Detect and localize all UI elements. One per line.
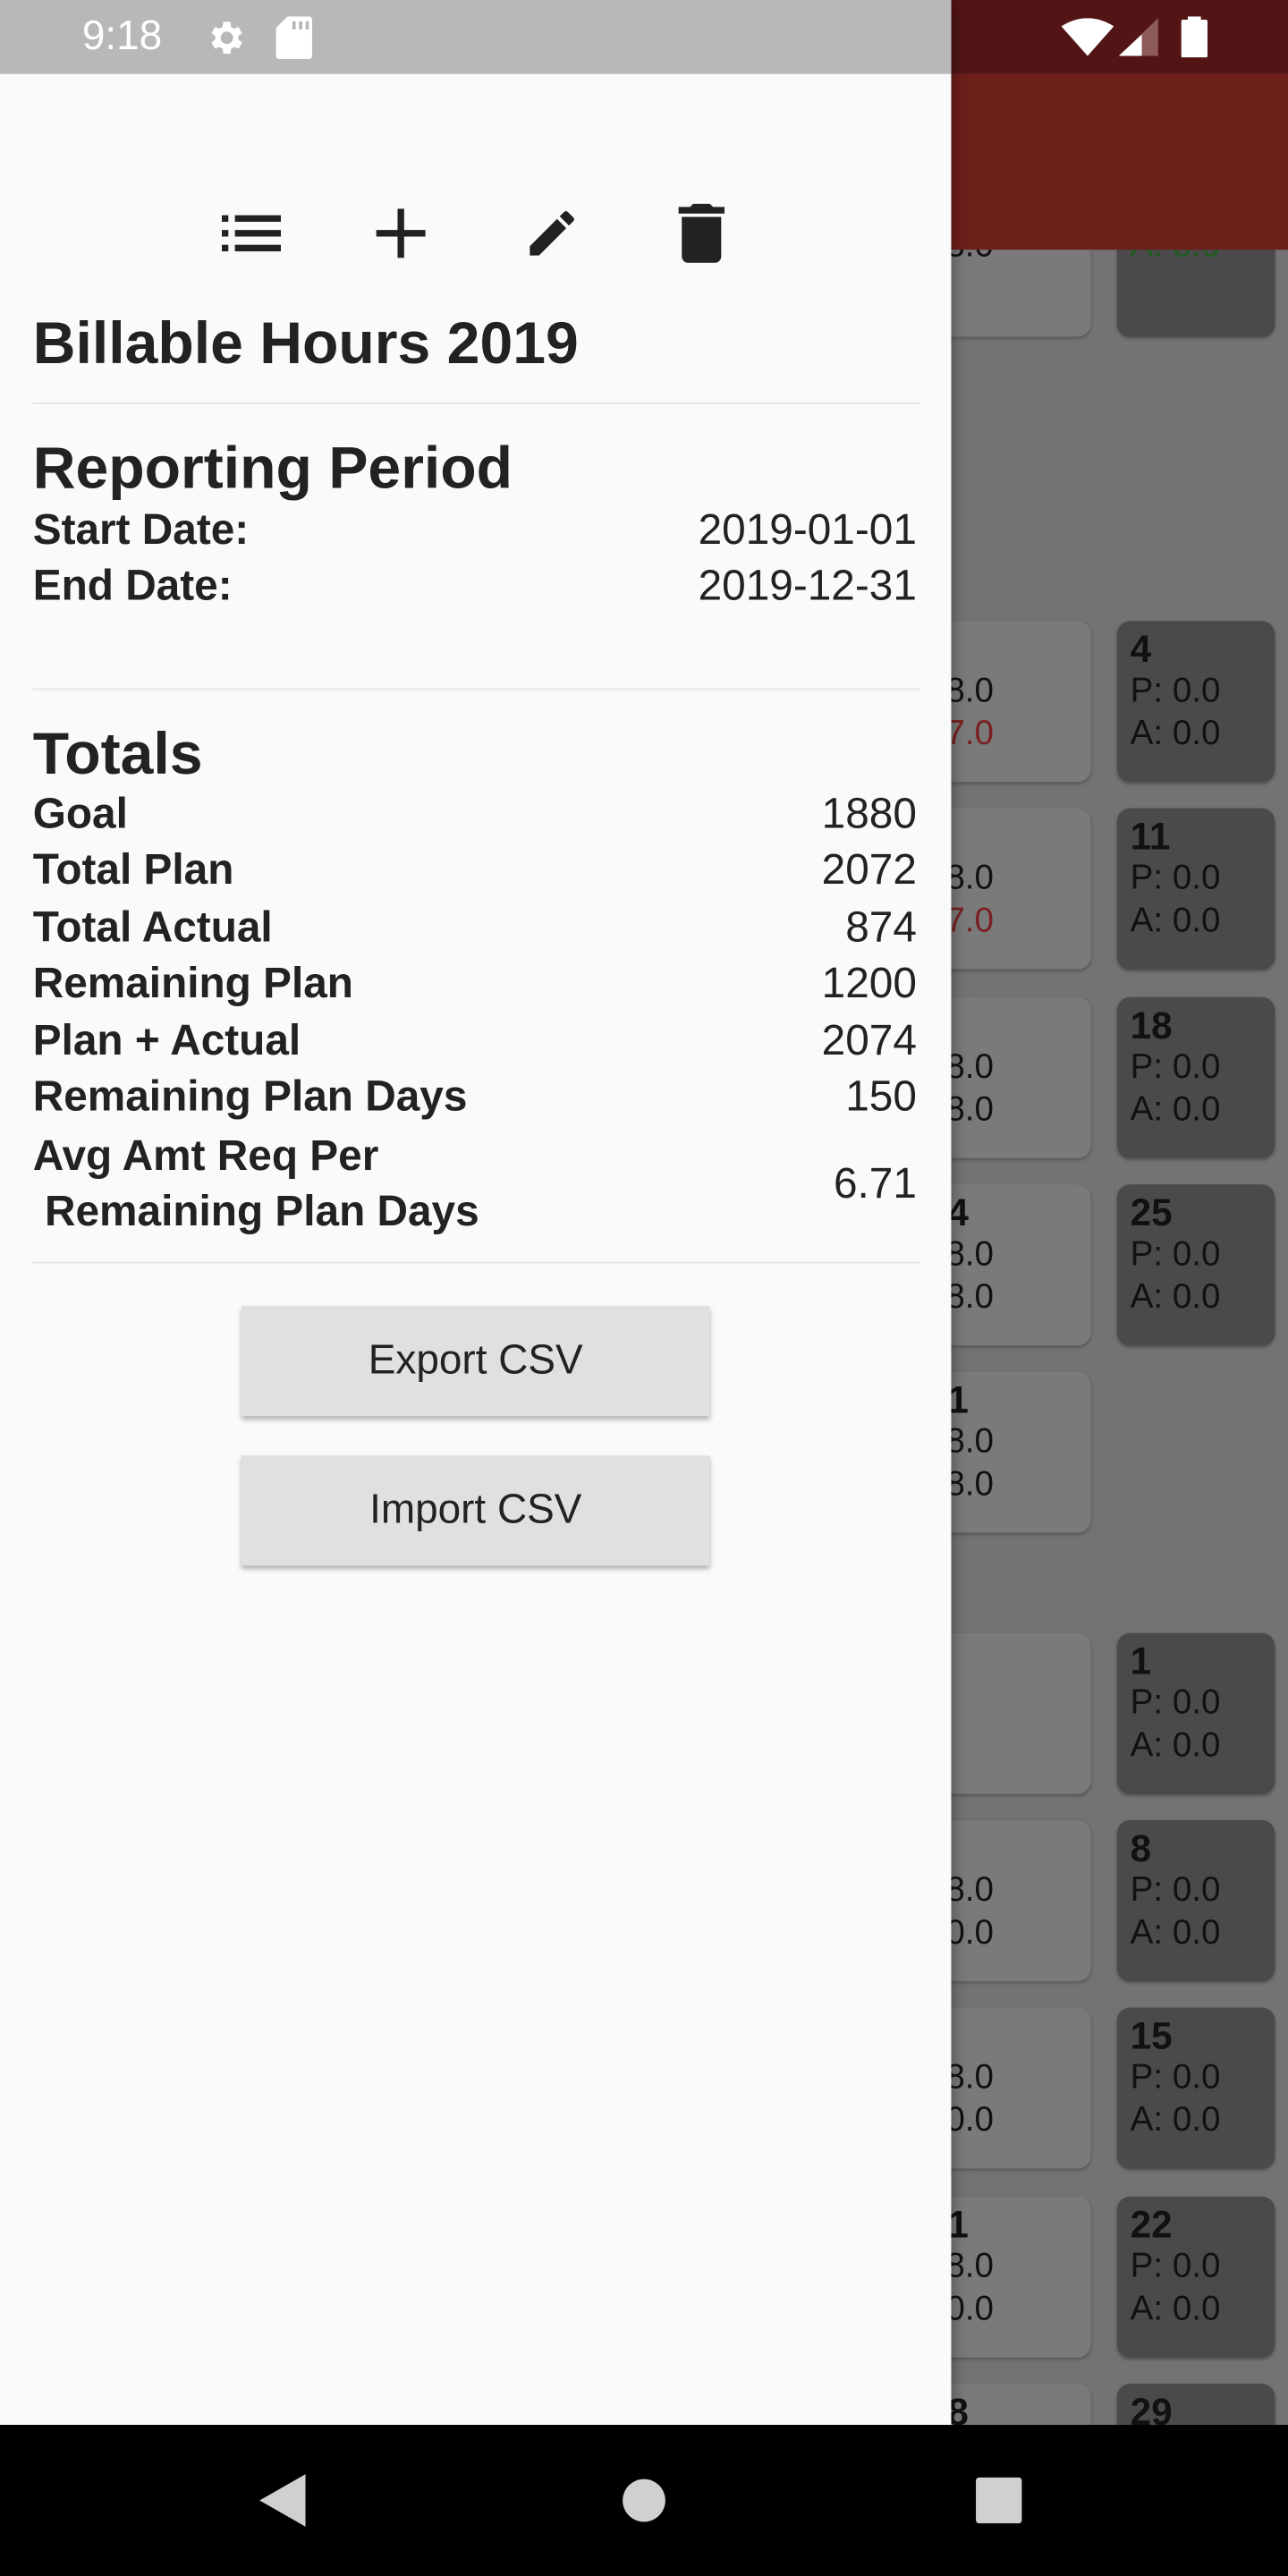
day-card[interactable]: 18 P: 0.0 A: 0.0 xyxy=(1116,996,1275,1158)
totals-row: Goal 1880 xyxy=(33,789,917,840)
plan-hours: P: 0.0 xyxy=(1130,2247,1221,2285)
actual-hours: A: 0.0 xyxy=(1130,902,1221,940)
actual-hours: A: 0.0 xyxy=(1130,714,1221,753)
edit-icon xyxy=(530,211,574,256)
end-date-label: End Date: xyxy=(32,560,233,610)
avg-required-label: Avg Amt Req Per Remaining Plan Days xyxy=(33,1127,479,1239)
plan-hours: P: 0.0 xyxy=(1130,1235,1221,1274)
reporting-period-heading: Reporting Period xyxy=(32,433,513,502)
day-card[interactable]: 1 P: 0.0 A: 0.0 xyxy=(1116,1632,1275,1794)
list-icon xyxy=(221,215,282,252)
plan-hours: P: 0.0 xyxy=(1130,1871,1221,1910)
edit-button[interactable] xyxy=(516,197,589,269)
totals-row: Total Plan 2072 xyxy=(33,845,917,896)
list-button[interactable] xyxy=(216,197,288,269)
totals-label: Remaining Plan xyxy=(32,958,353,1008)
totals-value: 2074 xyxy=(821,1014,917,1064)
totals-row: Remaining Plan Days 150 xyxy=(33,1072,917,1123)
sd-card-icon xyxy=(275,16,312,60)
add-button[interactable] xyxy=(365,197,437,269)
back-icon[interactable] xyxy=(259,2474,306,2527)
gear-icon xyxy=(211,21,242,55)
day-card[interactable]: 15 P: 0.0 A: 0.0 xyxy=(1116,2007,1275,2169)
totals-label: Remaining Plan Days xyxy=(32,1071,468,1121)
goal-title: Billable Hours 2019 xyxy=(32,309,579,377)
day-number: 11 xyxy=(1130,815,1171,858)
end-date-row: End Date: 2019-12-31 xyxy=(33,560,917,611)
battery-icon xyxy=(1181,16,1208,58)
totals-value: 1880 xyxy=(821,788,917,838)
divider xyxy=(32,688,920,691)
status-bar-left: 9:18 xyxy=(0,0,952,74)
plan-hours: P: 0.0 xyxy=(1130,859,1221,897)
day-number: 18 xyxy=(1130,1004,1173,1046)
delete-icon xyxy=(678,203,724,263)
import-csv-button[interactable]: Import CSV xyxy=(241,1455,710,1566)
start-date-row: Start Date: 2019-01-01 xyxy=(33,504,917,555)
totals-label: Total Plan xyxy=(32,844,234,894)
day-number: 15 xyxy=(1130,2013,1173,2057)
add-icon xyxy=(376,208,426,258)
plan-hours: P: 0.0 xyxy=(1130,1047,1221,1087)
plan-hours: P: 0.0 xyxy=(1130,2058,1221,2097)
actual-hours: A: 0.0 xyxy=(1130,1913,1221,1953)
avg-label-line-1: Avg Amt Req Per xyxy=(32,1130,379,1180)
avg-label-line-2: Remaining Plan Days xyxy=(32,1186,479,1236)
navigation-drawer: 9:18 Billable Hours 2019 Reporting Perio… xyxy=(0,0,952,2426)
signal-icon xyxy=(1118,18,1158,56)
avg-required-row: Avg Amt Req Per Remaining Plan Days 6.71 xyxy=(33,1127,917,1239)
day-card[interactable]: 22 P: 0.0 A: 0.0 xyxy=(1116,2196,1275,2358)
avg-required-value: 6.71 xyxy=(833,1157,917,1208)
day-number: 22 xyxy=(1130,2203,1173,2246)
system-nav-bar xyxy=(0,2425,1288,2576)
totals-row: Plan + Actual 2074 xyxy=(33,1014,917,1065)
day-card[interactable]: 25 P: 0.0 A: 0.0 xyxy=(1116,1184,1275,1346)
recents-icon[interactable] xyxy=(976,2477,1022,2524)
actual-hours: A: 0.0 xyxy=(1130,2290,1221,2328)
actual-hours: A: 0.0 xyxy=(1130,1726,1221,1765)
day-number: 8 xyxy=(1130,1826,1152,1870)
totals-value: 2072 xyxy=(821,844,917,894)
totals-label: Plan + Actual xyxy=(32,1014,301,1064)
totals-heading: Totals xyxy=(32,719,203,787)
actual-hours: A: 0.0 xyxy=(1130,2101,1221,2140)
day-card[interactable]: 4 P: 0.0 A: 0.0 xyxy=(1116,621,1275,783)
export-csv-button[interactable]: Export CSV xyxy=(241,1306,710,1417)
totals-row: Remaining Plan 1200 xyxy=(33,958,917,1009)
plan-hours: P: 0.0 xyxy=(1130,672,1221,710)
actual-hours: A: 0.0 xyxy=(1130,1277,1221,1317)
plan-hours: P: 0.0 xyxy=(1130,1683,1221,1722)
divider xyxy=(32,1261,920,1264)
divider xyxy=(32,402,920,404)
day-number: 4 xyxy=(1130,627,1152,671)
wifi-icon xyxy=(1061,18,1114,56)
day-number: 25 xyxy=(1130,1191,1173,1234)
day-number: 1 xyxy=(1130,1640,1152,1682)
totals-value: 874 xyxy=(845,901,917,952)
actual-hours: A: 0.0 xyxy=(1130,1090,1221,1129)
totals-value: 1200 xyxy=(821,958,917,1008)
clock: 9:18 xyxy=(81,13,163,60)
totals-value: 150 xyxy=(845,1071,917,1121)
totals-label: Total Actual xyxy=(32,901,273,952)
totals-label: Goal xyxy=(32,788,128,838)
totals-row: Total Actual 874 xyxy=(33,902,917,953)
start-date-value: 2019-01-01 xyxy=(698,504,917,554)
day-card[interactable]: 11 P: 0.0 A: 0.0 xyxy=(1116,808,1275,970)
end-date-value: 2019-12-31 xyxy=(698,560,917,610)
app-bar xyxy=(951,73,1288,250)
delete-button[interactable] xyxy=(665,197,738,269)
day-card[interactable]: 8 P: 0.0 A: 0.0 xyxy=(1116,1820,1275,1982)
home-icon[interactable] xyxy=(621,2478,666,2523)
start-date-label: Start Date: xyxy=(32,504,250,554)
